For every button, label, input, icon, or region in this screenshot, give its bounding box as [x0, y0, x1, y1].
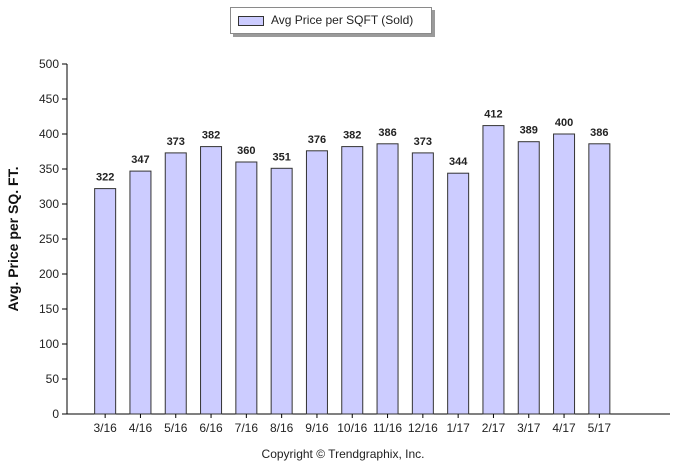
- x-tick-label: 5/16: [164, 421, 188, 435]
- legend: Avg Price per SQFT (Sold): [230, 7, 432, 34]
- legend-label: Avg Price per SQFT (Sold): [271, 13, 414, 27]
- bar-value-label: 389: [520, 125, 538, 137]
- x-tick-label: 8/16: [270, 421, 294, 435]
- x-tick-label: 9/16: [305, 421, 329, 435]
- x-tick-label: 11/16: [373, 421, 402, 435]
- bar-value-label: 373: [414, 136, 432, 148]
- bar-value-label: 400: [555, 117, 573, 129]
- y-tick-label: 0: [52, 407, 59, 421]
- bar: [376, 143, 399, 415]
- y-tick-label: 100: [39, 337, 59, 351]
- bar-value-label: 347: [131, 154, 149, 166]
- bar-value-label: 376: [308, 134, 326, 146]
- bar-value-label: 322: [96, 172, 114, 184]
- x-tick-label: 12/16: [408, 421, 438, 435]
- bar-value-label: 382: [343, 130, 361, 142]
- bar: [129, 170, 152, 415]
- bar-value-label: 344: [449, 156, 468, 168]
- bar-value-label: 382: [202, 130, 220, 142]
- bar: [482, 125, 505, 415]
- x-tick-label: 4/16: [129, 421, 153, 435]
- x-tick-label: 7/16: [235, 421, 259, 435]
- bar: [94, 188, 117, 415]
- bar: [305, 150, 328, 415]
- y-tick-label: 250: [39, 232, 59, 246]
- y-tick-label: 300: [39, 197, 59, 211]
- bar: [200, 146, 223, 415]
- y-tick-label: 500: [39, 57, 59, 71]
- y-tick-label: 450: [39, 92, 59, 106]
- copyright: Copyright © Trendgraphix, Inc.: [261, 447, 425, 461]
- bar-value-label: 386: [590, 127, 608, 139]
- x-tick-label: 1/17: [446, 421, 470, 435]
- x-tick-label: 3/16: [93, 421, 117, 435]
- bar: [341, 146, 364, 415]
- legend-swatch: [238, 16, 264, 26]
- x-tick-label: 10/16: [337, 421, 367, 435]
- bar: [447, 172, 470, 415]
- y-tick-label: 50: [46, 372, 60, 386]
- bar-value-label: 360: [237, 145, 255, 157]
- bar-value-label: 351: [272, 151, 290, 163]
- bar-value-label: 386: [378, 127, 396, 139]
- bar: [517, 141, 540, 415]
- bar: [411, 152, 434, 415]
- x-tick-label: 6/16: [199, 421, 223, 435]
- bar: [553, 133, 576, 415]
- bar: [235, 161, 258, 415]
- y-tick-label: 350: [39, 162, 59, 176]
- y-tick-label: 400: [39, 127, 59, 141]
- x-tick-label: 2/17: [482, 421, 506, 435]
- y-tick-label: 150: [39, 302, 59, 316]
- bar: [164, 152, 187, 415]
- bar-value-label: 373: [167, 136, 185, 148]
- y-tick-label: 200: [39, 267, 59, 281]
- x-tick-label: 5/17: [588, 421, 612, 435]
- x-tick-label: 4/17: [552, 421, 576, 435]
- bar: [270, 167, 293, 415]
- bar-value-label: 412: [484, 109, 502, 121]
- x-tick-label: 3/17: [517, 421, 541, 435]
- bar: [588, 143, 611, 415]
